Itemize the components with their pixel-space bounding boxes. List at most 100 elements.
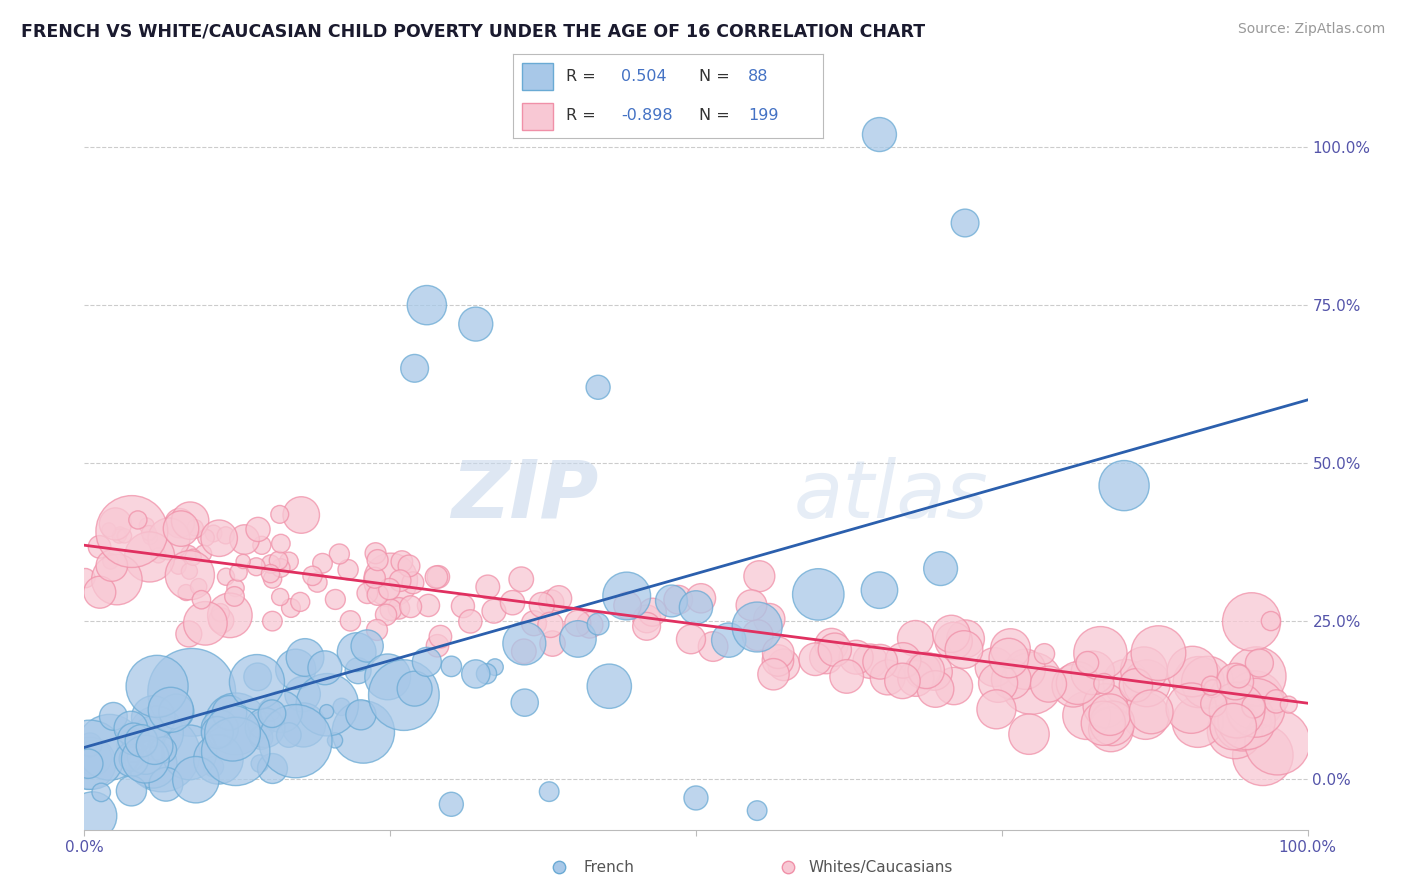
Point bbox=[193, 546, 215, 560]
Point bbox=[986, 702, 1008, 716]
Point bbox=[224, 590, 246, 604]
Point bbox=[103, 709, 125, 723]
Point bbox=[513, 696, 536, 710]
Point bbox=[207, 725, 229, 739]
Point bbox=[484, 660, 506, 674]
Point bbox=[941, 627, 963, 641]
Point bbox=[824, 642, 846, 657]
Point bbox=[250, 538, 273, 552]
Point bbox=[1240, 615, 1263, 629]
Point bbox=[685, 600, 707, 615]
Point bbox=[1180, 701, 1202, 715]
Point bbox=[311, 556, 333, 570]
Point bbox=[280, 601, 302, 615]
Point bbox=[513, 644, 536, 658]
Point bbox=[915, 664, 938, 678]
Point bbox=[294, 650, 316, 665]
Point bbox=[1278, 698, 1301, 712]
Point bbox=[195, 531, 218, 545]
Point bbox=[135, 518, 157, 533]
Point bbox=[260, 706, 283, 721]
Point bbox=[953, 642, 976, 657]
Point bbox=[105, 573, 128, 587]
Point bbox=[1244, 700, 1267, 714]
Point bbox=[138, 549, 160, 564]
Point bbox=[1223, 724, 1246, 739]
Point bbox=[367, 553, 389, 567]
Point bbox=[89, 540, 111, 554]
Point bbox=[167, 559, 190, 574]
Point bbox=[377, 670, 399, 684]
Point bbox=[292, 718, 315, 732]
Point bbox=[815, 650, 838, 665]
Point bbox=[202, 760, 225, 774]
Point bbox=[1140, 705, 1163, 719]
Point bbox=[142, 710, 165, 724]
Point bbox=[375, 607, 398, 622]
Point bbox=[475, 666, 498, 681]
Point bbox=[254, 721, 277, 735]
Point bbox=[636, 612, 658, 626]
Point bbox=[530, 598, 553, 612]
Point bbox=[953, 216, 976, 230]
Point bbox=[451, 599, 474, 614]
Point bbox=[277, 728, 299, 742]
Point bbox=[328, 547, 350, 561]
Point bbox=[666, 592, 689, 607]
Point bbox=[209, 614, 232, 628]
Point bbox=[891, 673, 914, 688]
Point bbox=[143, 739, 166, 753]
Point bbox=[1014, 662, 1036, 676]
Point bbox=[270, 536, 292, 550]
Bar bbox=[523, 62, 554, 90]
Point bbox=[134, 752, 156, 766]
Point bbox=[924, 681, 946, 696]
Point bbox=[1092, 716, 1115, 731]
Point bbox=[464, 317, 486, 331]
Point bbox=[513, 636, 536, 650]
Point bbox=[142, 757, 165, 772]
Point bbox=[1101, 716, 1123, 731]
Text: 199: 199 bbox=[748, 108, 779, 123]
Point bbox=[942, 634, 965, 648]
Point bbox=[1260, 614, 1282, 628]
Point bbox=[987, 676, 1010, 690]
Point bbox=[402, 575, 425, 590]
Point bbox=[1227, 669, 1250, 683]
Point bbox=[778, 860, 800, 874]
Point bbox=[380, 573, 402, 587]
Point bbox=[820, 638, 842, 652]
Point bbox=[364, 571, 387, 585]
Point bbox=[314, 661, 336, 675]
Point bbox=[911, 664, 934, 678]
Point bbox=[114, 529, 136, 543]
Point bbox=[586, 380, 609, 394]
Point bbox=[262, 572, 284, 586]
Point bbox=[225, 581, 247, 595]
Text: R =: R = bbox=[565, 108, 596, 123]
Point bbox=[155, 777, 177, 791]
Point bbox=[464, 667, 486, 681]
Point bbox=[179, 745, 201, 759]
Point bbox=[79, 756, 101, 770]
Point bbox=[661, 594, 683, 608]
Point bbox=[202, 526, 225, 541]
Point bbox=[1133, 663, 1156, 677]
Point bbox=[127, 513, 149, 527]
Point bbox=[120, 752, 142, 766]
Point bbox=[869, 655, 891, 669]
Point bbox=[101, 558, 124, 573]
Point bbox=[159, 703, 181, 717]
Point bbox=[641, 605, 664, 619]
Point bbox=[367, 588, 389, 602]
Point bbox=[460, 615, 482, 629]
Point bbox=[502, 596, 524, 610]
Point bbox=[942, 679, 965, 693]
Point bbox=[747, 804, 769, 818]
Point bbox=[747, 628, 769, 642]
Point bbox=[1197, 675, 1219, 690]
Point bbox=[122, 731, 145, 746]
Text: 88: 88 bbox=[748, 69, 769, 84]
Point bbox=[1090, 646, 1112, 660]
Point bbox=[259, 566, 281, 581]
